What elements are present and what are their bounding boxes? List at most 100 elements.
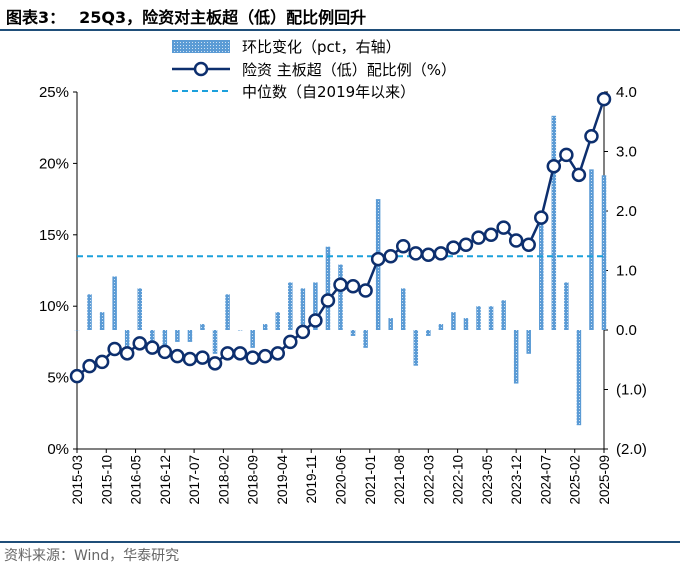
ratio-point [283, 334, 298, 350]
x-tick-label: 2024-07 [538, 455, 553, 505]
x-tick-label: 2021-01 [363, 455, 378, 505]
ratio-point [571, 167, 587, 183]
bar-change [137, 288, 142, 330]
figure-label: 图表3： [6, 8, 66, 27]
bar-change [363, 330, 368, 348]
x-tick-label: 2018-09 [246, 455, 261, 505]
bar-change [463, 318, 469, 330]
chart-title: 图表3： 25Q3，险资对主板超（低）配比例回升 [6, 4, 380, 28]
title-rule [0, 29, 680, 31]
ratio-point [458, 237, 474, 253]
x-tick-label: 2025-02 [568, 455, 583, 505]
legend-bar-swatch [172, 40, 230, 53]
ratio-point [170, 348, 185, 364]
left-tick-label: 5% [47, 370, 69, 387]
ratio-point [195, 350, 210, 365]
ratio-point [508, 233, 524, 248]
bar-change [87, 294, 92, 330]
ratio-point [94, 354, 110, 370]
ratio-point [433, 246, 449, 261]
ratio-point [69, 368, 85, 384]
bar-change [501, 300, 506, 330]
ratio-point [395, 238, 411, 254]
ratio-point [358, 283, 373, 298]
bar-change [526, 330, 531, 354]
bar-change [124, 330, 130, 348]
bar-change [426, 330, 431, 336]
figure-title: 25Q3，险资对主板超（低）配比例回升 [79, 8, 367, 27]
left-tick-label: 15% [39, 227, 69, 244]
ratio-point [157, 344, 173, 360]
bar-change [225, 294, 230, 330]
bar-change [338, 264, 343, 330]
ratio-point [220, 346, 235, 361]
bar-change [162, 330, 168, 348]
ratio-line [76, 98, 606, 378]
ratio-point [257, 348, 273, 364]
bar-change [300, 288, 306, 330]
bar-change [564, 282, 569, 330]
legend-bar-label: 环比变化（pct，右轴） [242, 38, 401, 56]
x-tick-label: 2017-07 [187, 455, 202, 505]
x-tick-label: 2020-06 [334, 455, 349, 505]
left-tick-label: 25% [39, 84, 69, 101]
ratio-point [446, 240, 461, 255]
bar-change [212, 330, 218, 354]
ratio-point [408, 246, 424, 261]
right-tick-label: 1.0 [616, 263, 637, 280]
ratio-point [496, 220, 511, 235]
bar-change [350, 330, 356, 336]
bar-change [413, 330, 419, 366]
ratio-point [207, 356, 223, 371]
right-tick-label: (1.0) [616, 382, 647, 399]
bar-change [488, 306, 494, 330]
x-tick-label: 2022-03 [421, 455, 436, 505]
ratio-point [270, 346, 286, 361]
right-tick-label: 3.0 [616, 144, 637, 161]
ratio-point [245, 350, 260, 365]
legend-median-label: 中位数（自2019年以来） [242, 83, 415, 101]
bar-change [451, 312, 456, 330]
left-tick-label: 20% [39, 155, 69, 172]
ratio-point [232, 346, 248, 361]
left-tick-label: 10% [39, 298, 69, 315]
x-tick-label: 2016-05 [129, 455, 144, 505]
x-tick-label: 2015-03 [70, 455, 85, 505]
ratio-point [559, 147, 574, 163]
ratio-point [145, 340, 160, 355]
right-tick-label: (2.0) [616, 441, 647, 458]
x-tick-label: 2022-10 [451, 455, 466, 505]
source-rule [0, 541, 680, 543]
right-tick-label: 0.0 [616, 322, 637, 339]
ratio-point [471, 230, 486, 245]
bar-change [551, 115, 557, 330]
ratio-point [383, 248, 398, 264]
bar-change [250, 330, 255, 348]
source-note: 资料来源：Wind，华泰研究 [4, 548, 180, 564]
ratio-point [295, 324, 311, 340]
legend-line-label: 险资 主板超（低）配比例（%） [242, 61, 456, 79]
bar-change [601, 175, 607, 330]
x-tick-label: 2021-08 [392, 455, 407, 505]
bar-change [313, 282, 318, 330]
legend-line-marker [193, 61, 209, 77]
bar-change [325, 246, 331, 330]
ratio-point [119, 346, 135, 361]
bar-change [539, 216, 544, 330]
bar-change [476, 306, 481, 330]
bar-change [438, 324, 444, 330]
ratio-point [320, 293, 336, 308]
x-tick-label: 2019-11 [304, 455, 319, 504]
ratio-point [132, 336, 147, 351]
x-tick-label: 2015-10 [99, 455, 114, 505]
bar-change [262, 324, 268, 330]
ratio-point [584, 129, 599, 144]
bar-change [513, 330, 519, 384]
x-tick-label: 2023-12 [509, 455, 524, 505]
bar-change [589, 169, 594, 330]
ratio-point [534, 210, 549, 225]
ratio-point [308, 313, 323, 328]
ratio-point [421, 247, 436, 263]
bar-change [74, 330, 80, 331]
bar-change [112, 276, 117, 330]
